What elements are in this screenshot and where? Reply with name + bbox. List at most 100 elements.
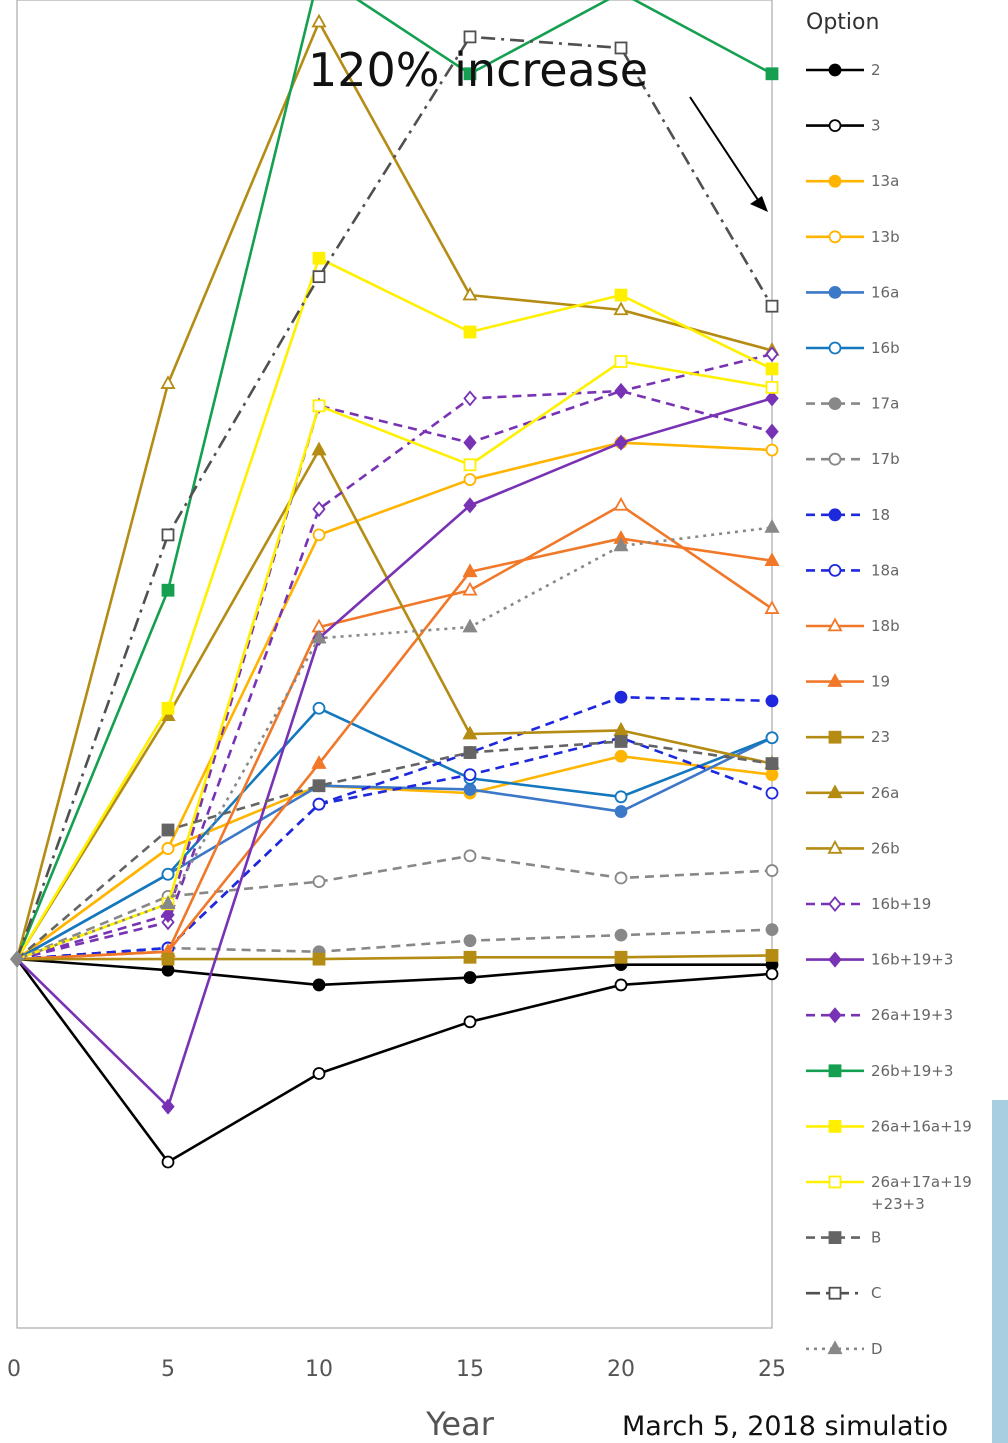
- series-3: [15, 958, 779, 1169]
- series-18: [16, 690, 779, 961]
- legend-marker-b: [828, 1231, 842, 1244]
- side-decoration: [992, 1100, 1008, 1443]
- series-line-3: [15, 958, 773, 1164]
- legend-marker-17b: [828, 452, 842, 466]
- x-axis-ticks: 0 5 10 15 20 25: [7, 1357, 786, 1382]
- series-b: [16, 735, 779, 961]
- data-point-c-15: [463, 30, 477, 44]
- legend-item-26bplus19plus3: 26b+19+3: [806, 1062, 953, 1080]
- data-point-23-20: [614, 950, 628, 964]
- data-point-26b-10: [311, 13, 327, 28]
- legend-item-16a: 16a: [806, 283, 899, 301]
- data-point-19-15: [462, 563, 478, 578]
- data-point-17a-25: [765, 923, 779, 936]
- series-26aplus19plus3: [16, 383, 779, 961]
- series-line-18: [16, 695, 773, 961]
- data-point-origin: [9, 950, 25, 968]
- legend-marker-16bplus19plus3: [828, 951, 842, 968]
- x-tick-label-5: 5: [161, 1357, 175, 1382]
- legend-item-23: 23: [806, 728, 890, 746]
- series-d: [16, 519, 780, 961]
- annotation-arrowhead: [750, 196, 768, 212]
- legend-marker-16bplus19: [828, 895, 842, 913]
- x-tick-label-25: 25: [758, 1357, 786, 1382]
- data-point-23-25: [765, 949, 779, 962]
- data-point-18a-10: [312, 797, 326, 811]
- data-point-26aplus17aplus19-15: [463, 458, 477, 472]
- legend-item-18a: 18a: [806, 561, 899, 579]
- series-line-26bplus19plus3: [15, 0, 773, 960]
- data-point-26aplus16aplus19-15: [463, 325, 477, 339]
- legend-item-d: D: [806, 1340, 883, 1358]
- data-point-b-20: [614, 735, 628, 748]
- legend-marker-13b: [828, 230, 842, 244]
- data-point-b-5: [161, 823, 175, 837]
- legend-marker-3: [828, 119, 842, 132]
- x-tick-label-20: 20: [607, 1357, 635, 1382]
- legend-label-c: C: [871, 1284, 881, 1302]
- data-point-13a-20: [614, 749, 628, 763]
- legend-label-16bplus19: 16b+19: [871, 895, 931, 913]
- series-line-b: [16, 740, 773, 961]
- series-13a: [16, 749, 779, 961]
- legend-item-13b: 13b: [806, 228, 900, 246]
- annotation-text: 120% increase: [308, 43, 648, 97]
- data-point-26a-10: [311, 441, 327, 456]
- legend-item-26a: 26a: [806, 784, 899, 802]
- legend-item-b: B: [806, 1229, 881, 1247]
- series-16a: [16, 731, 779, 961]
- data-point-26aplus19plus3-15: [463, 434, 477, 451]
- data-point-23-5: [161, 952, 175, 966]
- series-line-26a: [15, 448, 773, 960]
- legend-label-23: 23: [871, 728, 890, 746]
- data-point-18a-25: [765, 786, 779, 800]
- legend-item-16b: 16b: [806, 339, 900, 357]
- data-point-19-25: [764, 552, 780, 567]
- legend-marker-13a: [828, 174, 842, 188]
- series-26b: [15, 13, 780, 960]
- series-line-26aplus17aplus19: [16, 360, 773, 961]
- series-26bplus19plus3: [15, 0, 779, 960]
- data-point-16bplus19-25: [765, 346, 779, 363]
- series-line-c: [15, 35, 774, 960]
- data-point-d-25: [764, 519, 780, 533]
- data-point-3-25: [765, 967, 779, 981]
- data-point-26aplus17aplus19-20: [614, 355, 628, 368]
- data-point-26aplus16aplus19-10: [312, 251, 326, 265]
- legend-label-b: B: [871, 1229, 881, 1247]
- data-point-d-5: [160, 895, 176, 910]
- legend-label-17b: 17b: [871, 450, 900, 468]
- series-26aplus16aplus19: [15, 251, 779, 960]
- series-26aplus17aplus19: [16, 355, 779, 961]
- data-point-16b-5: [161, 867, 175, 881]
- data-point-23-10: [312, 952, 326, 966]
- data-point-2-10: [312, 978, 326, 992]
- data-point-3-20: [614, 978, 628, 992]
- data-point-16b-10: [312, 701, 326, 715]
- data-point-26aplus17aplus19-25: [765, 380, 779, 394]
- data-point-16a-20: [614, 805, 628, 818]
- series-line-26b: [15, 20, 773, 960]
- legend-marker-18: [828, 508, 842, 522]
- footer-text: March 5, 2018 simulatio: [622, 1411, 948, 1442]
- series-16bplus19plus3: [16, 390, 779, 1115]
- data-point-b-25: [765, 757, 779, 770]
- legend-item-26b: 26b: [806, 839, 900, 857]
- data-point-b-10: [312, 779, 326, 793]
- data-point-26aplus19plus3-5: [161, 906, 175, 923]
- data-point-2-15: [463, 971, 477, 984]
- data-point-c-20: [614, 41, 628, 55]
- data-point-26a-20: [613, 721, 629, 736]
- series-line-16bplus19plus3: [16, 397, 773, 1108]
- legend-marker-2: [828, 63, 842, 77]
- data-point-26aplus17aplus19-10: [312, 399, 326, 413]
- legend-marker-18a: [828, 564, 842, 577]
- legend-item-18: 18: [806, 506, 890, 524]
- data-point-16bplus19plus3-20: [614, 434, 628, 451]
- data-point-16bplus19plus3-25: [765, 390, 779, 407]
- data-point-18b-25: [764, 600, 780, 614]
- series-17b: [16, 849, 779, 961]
- legend-label-3: 3: [871, 117, 881, 135]
- data-point-13b-15: [463, 473, 477, 486]
